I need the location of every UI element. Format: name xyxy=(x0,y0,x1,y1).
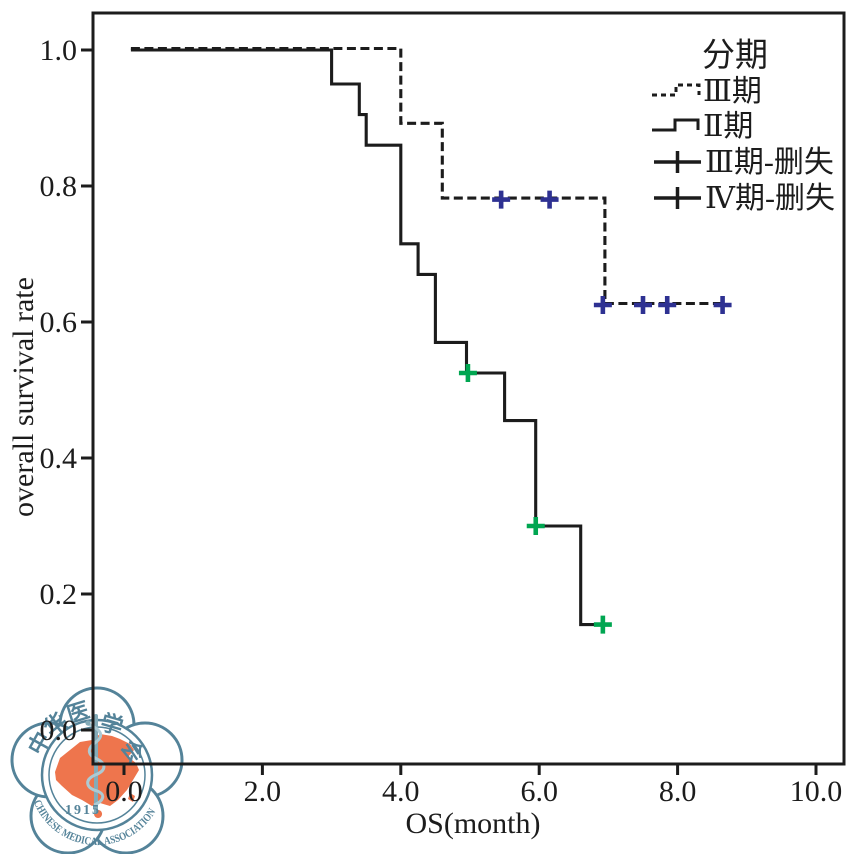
legend-label-stage2: Ⅱ期 xyxy=(703,110,753,143)
y-tick-label: 0.8 xyxy=(40,170,78,203)
y-tick-label: 0.4 xyxy=(40,442,78,475)
logo-year: 1915 xyxy=(65,803,101,818)
censor-marks xyxy=(458,190,732,634)
legend-mark-stage3-line xyxy=(652,83,701,97)
legend-mark-stage4-censor xyxy=(654,187,701,209)
series-line-1 xyxy=(130,48,602,627)
legend: 分期 Ⅲ期 Ⅱ期 Ⅲ期-删失 Ⅳ期-删失 xyxy=(652,38,835,215)
survival-curves xyxy=(130,46,723,627)
legend-label-stage3: Ⅲ期 xyxy=(703,75,762,108)
censor-plus-3 xyxy=(458,364,477,382)
legend-title: 分期 xyxy=(702,38,768,74)
legend-label-stage3-censor: Ⅲ期-删失 xyxy=(705,146,834,179)
cma-watermark-logo: 中 华 医 学 会 1915 CHINESE MEDICAL ASSOCIATI… xyxy=(10,686,184,854)
y-axis-ticks: 0.0 0.2 0.4 0.6 0.8 1.0 xyxy=(40,34,93,747)
x-axis-title: OS(month) xyxy=(406,807,541,840)
censor-plus-3 xyxy=(593,615,612,634)
y-tick-label: 1.0 xyxy=(40,34,78,67)
logo-snake xyxy=(86,722,106,807)
x-axis-ticks: 0.0 2.0 4.0 6.0 8.0 10.0 xyxy=(105,763,842,808)
y-tick-label: 0.2 xyxy=(40,578,78,611)
x-tick-label: 2.0 xyxy=(244,775,282,808)
y-tick-label: 0.6 xyxy=(40,306,78,339)
censor-plus-2 xyxy=(492,190,511,209)
y-tick-label: 0.0 xyxy=(40,714,78,747)
x-tick-label: 6.0 xyxy=(520,775,558,808)
legend-mark-stage2-line xyxy=(652,118,700,132)
x-tick-label: 0.0 xyxy=(105,775,143,808)
series-line-0 xyxy=(130,46,723,306)
censor-plus-2 xyxy=(658,296,677,314)
y-axis-title: overall survival rate xyxy=(7,277,40,517)
censor-plus-2 xyxy=(634,296,652,314)
plot-frame xyxy=(91,11,846,766)
china-map-taiwan xyxy=(128,793,135,802)
censor-plus-3 xyxy=(526,517,545,535)
censor-plus-2 xyxy=(540,190,559,209)
legend-label-stage4-censor: Ⅳ期-删失 xyxy=(705,182,835,215)
censor-plus-2 xyxy=(713,296,732,314)
x-tick-label: 8.0 xyxy=(659,775,697,808)
censor-plus-2 xyxy=(593,296,612,314)
legend-mark-stage3-censor xyxy=(654,151,701,173)
snake-head xyxy=(85,720,91,726)
x-tick-label: 4.0 xyxy=(382,775,420,808)
x-tick-label: 10.0 xyxy=(790,775,843,808)
